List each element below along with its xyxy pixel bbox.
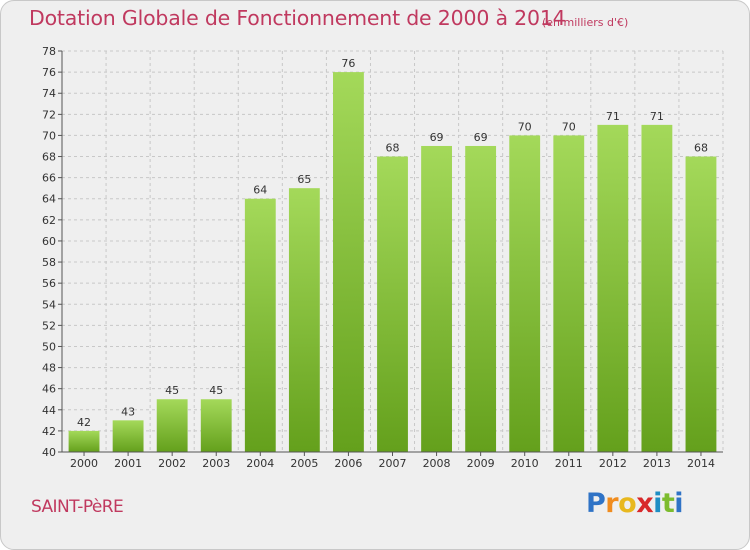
y-tick-label: 76 — [42, 66, 56, 79]
x-tick-label: 2003 — [202, 457, 230, 470]
logo-letter: r — [605, 488, 619, 519]
proxiti-logo: Proxiti — [586, 488, 684, 519]
y-tick-label: 52 — [42, 319, 56, 332]
logo-letter: x — [636, 488, 654, 519]
bar — [641, 124, 673, 453]
logo-letter: i — [674, 488, 684, 519]
bar — [685, 156, 717, 453]
bar-value-label: 71 — [650, 110, 664, 123]
x-tick-label: 2014 — [687, 457, 715, 470]
y-tick-label: 50 — [42, 340, 56, 353]
logo-letter: t — [661, 488, 675, 519]
x-tick-label: 2007 — [379, 457, 407, 470]
bar-value-label: 69 — [430, 131, 444, 144]
bar-value-label: 45 — [165, 384, 179, 397]
bar-value-label: 43 — [121, 405, 135, 418]
y-tick-label: 42 — [42, 425, 56, 438]
bar-value-label: 45 — [209, 384, 223, 397]
y-tick-label: 72 — [42, 108, 56, 121]
y-tick-label: 66 — [42, 172, 56, 185]
chart-subtitle: (en milliers d'€) — [542, 16, 629, 29]
y-tick-label: 62 — [42, 214, 56, 227]
bar-value-label: 70 — [562, 120, 576, 133]
x-tick-label: 2009 — [467, 457, 495, 470]
bar-layer: 42 43 45 45 64 65 76 68 69 69 70 70 71 71 68 — [68, 57, 717, 453]
bar — [509, 135, 541, 452]
bar-value-label: 65 — [297, 173, 311, 186]
bar — [421, 145, 452, 452]
logo-letter: o — [618, 488, 637, 519]
bar-value-label: 70 — [518, 120, 532, 133]
bar — [597, 124, 629, 453]
x-tick-label: 2006 — [334, 457, 362, 470]
y-tick-label: 56 — [42, 277, 56, 290]
x-tick-label: 2008 — [423, 457, 451, 470]
axis-layer: 40 42 44 46 48 50 52 54 56 58 60 62 64 66 68 70 72 74 76 78… — [42, 45, 723, 470]
bar — [68, 430, 100, 452]
logo-letter: P — [586, 488, 606, 519]
bar — [333, 72, 364, 453]
bar — [465, 145, 497, 452]
x-tick-label: 2000 — [70, 457, 98, 470]
y-tick-label: 74 — [42, 87, 56, 100]
y-tick-label: 44 — [42, 404, 56, 417]
bar-value-label: 68 — [694, 142, 708, 155]
bar-value-label: 76 — [341, 57, 355, 70]
bar — [244, 198, 276, 452]
y-tick-label: 48 — [42, 362, 56, 375]
x-tick-label: 2013 — [643, 457, 671, 470]
x-tick-label: 2002 — [158, 457, 186, 470]
y-tick-label: 78 — [42, 45, 56, 58]
chart-title: Dotation Globale de Fonctionnement de 20… — [29, 6, 566, 30]
bar-value-label: 64 — [253, 184, 267, 197]
x-tick-label: 2001 — [114, 457, 142, 470]
bar-value-label: 68 — [386, 142, 400, 155]
y-tick-label: 60 — [42, 235, 56, 248]
bar-value-label: 71 — [606, 110, 620, 123]
bar — [112, 420, 144, 452]
y-tick-label: 68 — [42, 151, 56, 164]
bar — [156, 399, 188, 452]
bar — [553, 135, 585, 452]
y-tick-label: 64 — [42, 193, 56, 206]
y-tick-label: 70 — [42, 129, 56, 142]
logo-letter: i — [653, 488, 662, 519]
x-tick-label: 2004 — [246, 457, 274, 470]
y-tick-label: 46 — [42, 383, 56, 396]
y-tick-label: 58 — [42, 256, 56, 269]
bar — [288, 188, 320, 452]
x-tick-label: 2012 — [599, 457, 627, 470]
bar — [377, 156, 408, 453]
x-tick-label: 2005 — [290, 457, 318, 470]
y-tick-label: 54 — [42, 298, 56, 311]
x-tick-label: 2010 — [511, 457, 539, 470]
y-tick-label: 40 — [42, 446, 56, 459]
bar-value-label: 42 — [77, 416, 91, 429]
bar-value-label: 69 — [474, 131, 488, 144]
commune-name: SAINT-PèRE — [31, 497, 124, 517]
x-tick-label: 2011 — [555, 457, 583, 470]
bar — [200, 399, 232, 452]
